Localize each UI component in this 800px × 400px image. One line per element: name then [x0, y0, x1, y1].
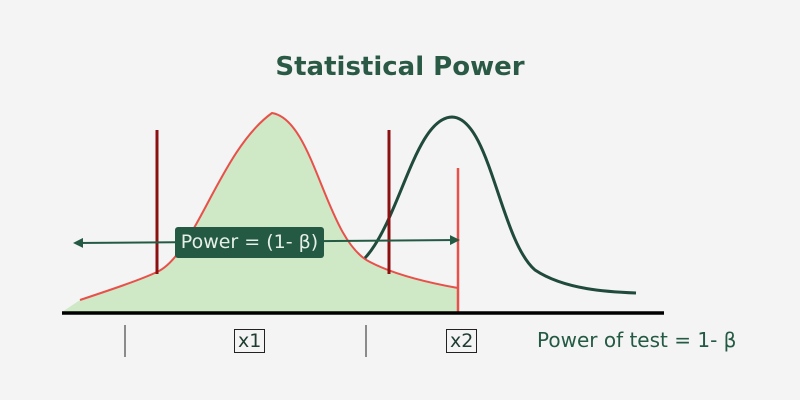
diagram-title: Statistical Power: [275, 52, 525, 82]
power-of-test-caption: Power of test = 1- β: [537, 328, 737, 352]
alternative-distribution-curve: [363, 115, 637, 295]
x1-label: x1: [234, 329, 266, 353]
null-distribution-fill: [62, 113, 458, 312]
null-distribution-curve: [79, 111, 459, 301]
x2-label: x2: [446, 329, 478, 353]
power-label-badge: Power = (1- β): [175, 227, 324, 258]
